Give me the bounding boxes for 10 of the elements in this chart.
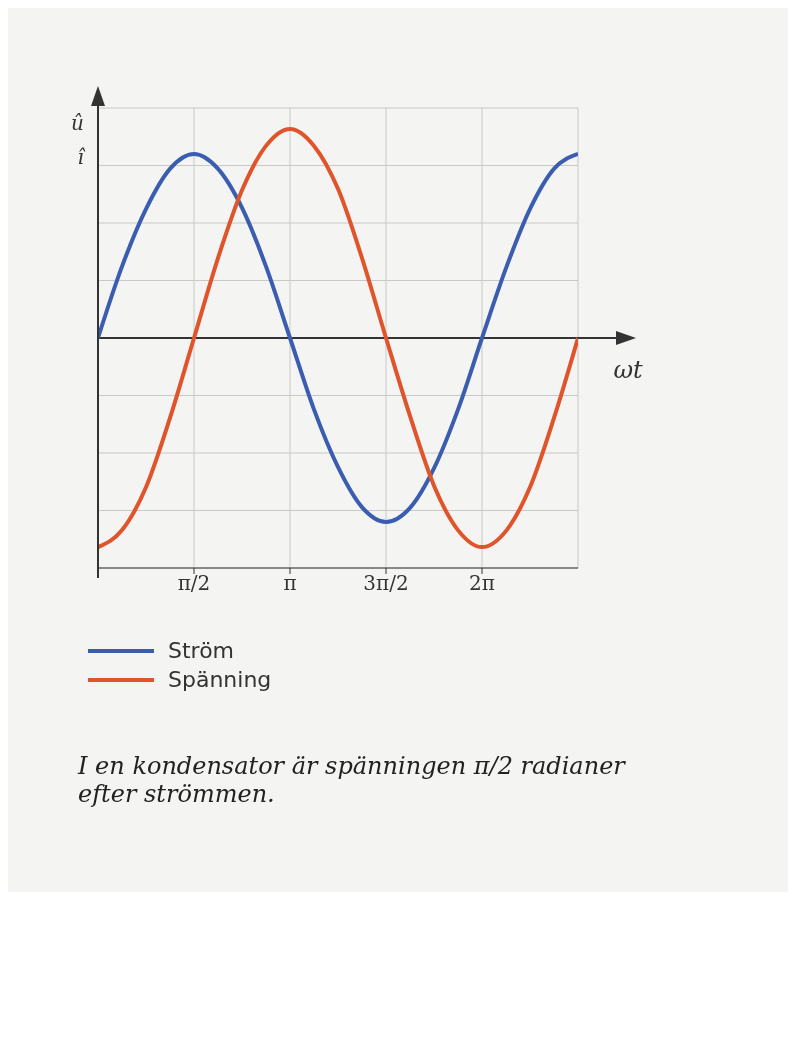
x-tick-label: 2π xyxy=(469,571,495,596)
legend-label: Ström xyxy=(168,638,235,663)
text: I en kondensator är spänningen π/2 radianer efter strömmen. xyxy=(78,752,627,808)
legend-label: Spänning xyxy=(168,667,272,692)
text: û xyxy=(71,111,84,135)
x-tick-label: 3π/2 xyxy=(363,571,409,596)
x-tick-label: π/2 xyxy=(177,571,211,596)
text: î xyxy=(77,145,86,169)
x-axis-title: ωt xyxy=(613,356,643,384)
x-tick-label: π xyxy=(283,571,297,596)
